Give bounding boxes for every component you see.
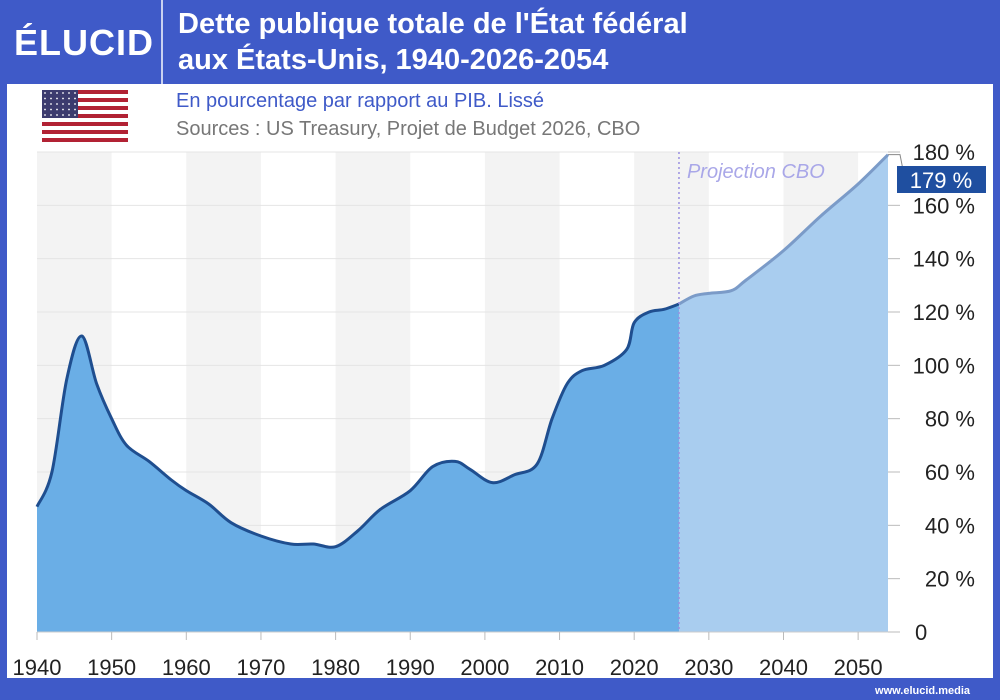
x-tick-label: 2010 xyxy=(535,655,584,680)
title-line-2: aux États-Unis, 1940-2026-2054 xyxy=(178,44,609,76)
y-tick-label: 80 % xyxy=(925,407,975,432)
y-tick-label: 140 % xyxy=(913,247,975,272)
end-label-box xyxy=(897,166,986,193)
historical-area xyxy=(37,304,679,632)
x-tick-label: 2030 xyxy=(684,655,733,680)
x-tick-label: 1960 xyxy=(162,655,211,680)
y-tick-label: 100 % xyxy=(913,353,975,378)
end-label: 179 % xyxy=(910,168,972,193)
projection-line xyxy=(678,153,890,306)
chart-subtitle: En pourcentage par rapport au PIB. Lissé xyxy=(176,90,545,112)
x-tick-label: 1970 xyxy=(236,655,285,680)
x-tick-label: 1980 xyxy=(311,655,360,680)
x-tick-label: 1950 xyxy=(87,655,136,680)
x-tick-label: 2020 xyxy=(610,655,659,680)
x-tick-label: 1990 xyxy=(386,655,435,680)
y-tick-label: 0 xyxy=(915,620,927,645)
elucid-logo: ÉLUCID xyxy=(14,22,154,63)
y-tick-label: 40 % xyxy=(925,513,975,538)
y-tick-label: 180 % xyxy=(913,140,975,165)
historical-line xyxy=(35,302,680,549)
x-tick-label: 1940 xyxy=(13,655,62,680)
title-line-1: Dette publique totale de l'État fédéral xyxy=(178,8,688,40)
projection-annotation: Projection CBO xyxy=(687,161,825,183)
x-tick-label: 2000 xyxy=(460,655,509,680)
footer-url[interactable]: www.elucid.media xyxy=(875,685,970,697)
x-tick-label: 2040 xyxy=(759,655,808,680)
header-divider xyxy=(161,0,163,84)
usa-flag-icon xyxy=(42,90,128,142)
y-tick-label: 60 % xyxy=(925,460,975,485)
chart-title: Dette publique totale de l'État fédéral … xyxy=(178,6,688,78)
chart-sources: Sources : US Treasury, Projet de Budget … xyxy=(176,118,641,140)
y-tick-label: 120 % xyxy=(913,300,975,325)
projection-area xyxy=(678,154,888,632)
y-tick-label: 160 % xyxy=(913,193,975,218)
y-tick-label: 20 % xyxy=(925,567,975,592)
x-tick-label: 2050 xyxy=(834,655,883,680)
header: ÉLUCID Dette publique totale de l'État f… xyxy=(0,0,1000,84)
